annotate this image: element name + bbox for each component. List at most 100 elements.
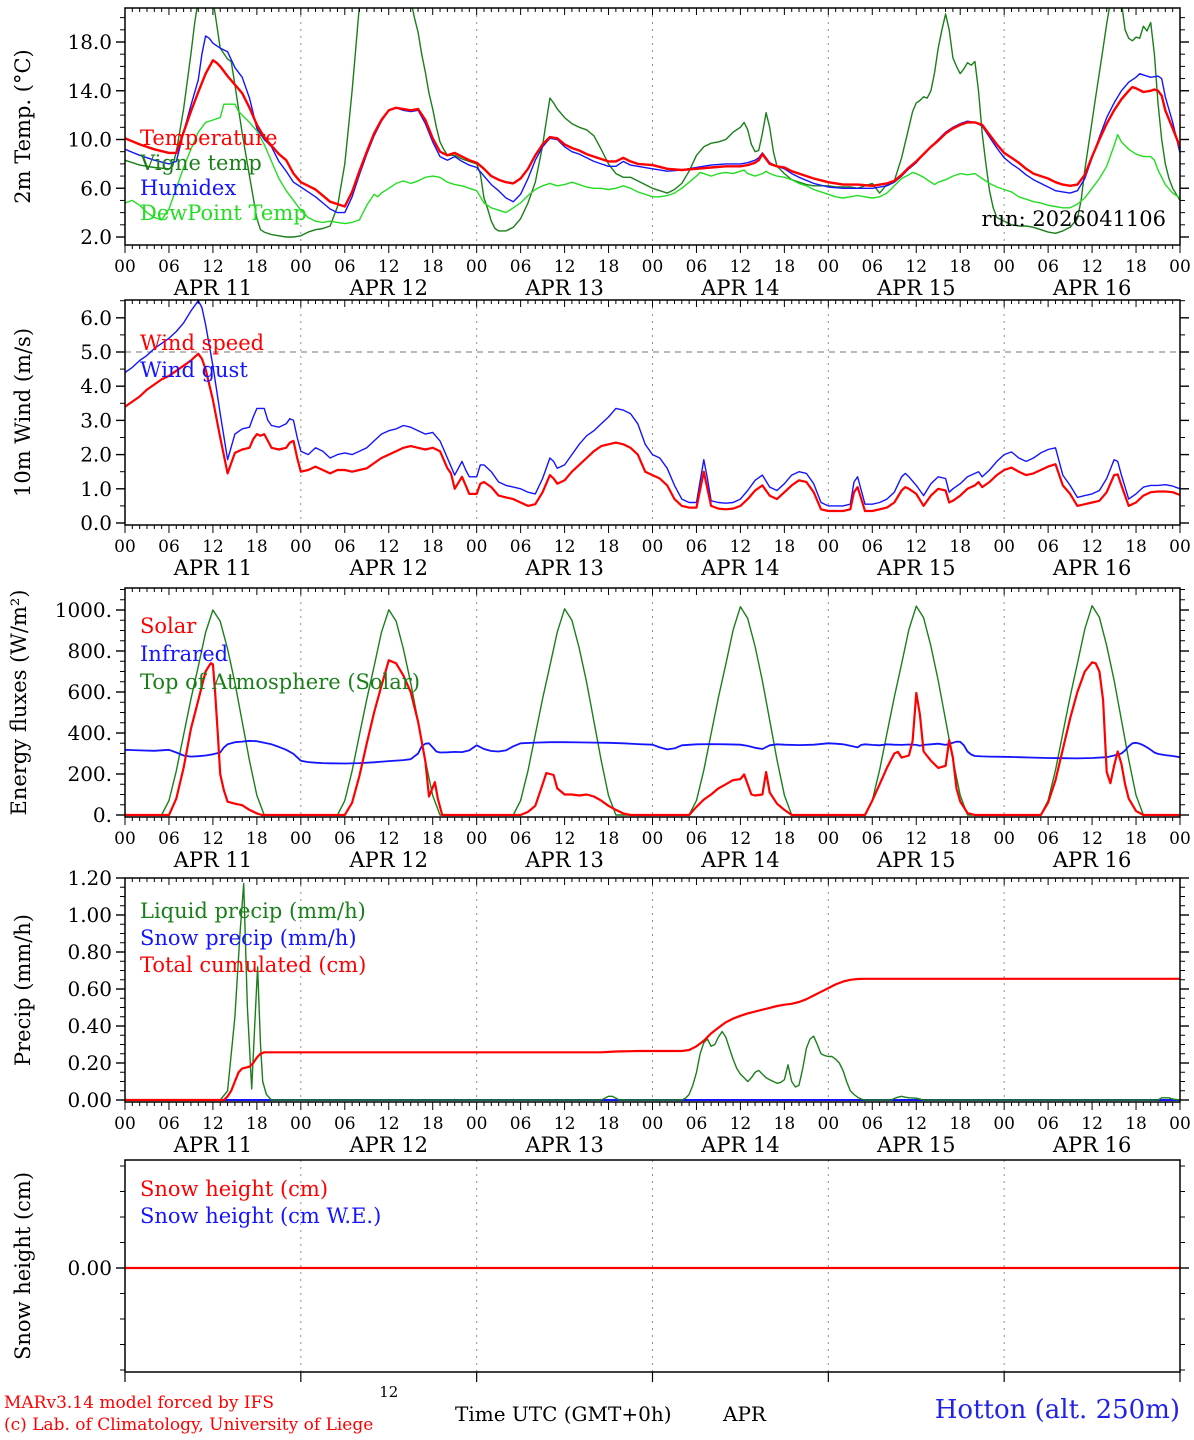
y-tick-label: 600. — [67, 680, 112, 704]
hour-tick-label: 18 — [774, 1114, 796, 1134]
day-label: APR 14 — [700, 556, 780, 580]
month-caption: APR — [723, 1402, 766, 1426]
hour-tick-label: 00 — [1169, 829, 1191, 849]
day-label: APR 16 — [1052, 1133, 1132, 1157]
hour-tick-label: 18 — [1125, 537, 1147, 557]
time-axis-caption: Time UTC (GMT+0h) — [455, 1402, 672, 1426]
hour-tick-label: 00 — [290, 829, 312, 849]
snow-axis-noon-label: 12 — [379, 1383, 398, 1401]
y-tick-label: 1000. — [55, 598, 112, 622]
y-tick-label: 4.0 — [80, 374, 112, 398]
hour-tick-label: 18 — [422, 829, 444, 849]
legend-liquid-precip-mm-h-: Liquid precip (mm/h) — [140, 899, 366, 923]
hour-tick-label: 00 — [114, 1114, 136, 1134]
hour-tick-label: 00 — [466, 1114, 488, 1134]
wind-panel: 6.05.04.03.02.01.00.000 06 12 18 00 06 12 18 00 0… — [11, 299, 1191, 580]
solar-series — [125, 659, 1180, 817]
hour-tick-label: 18 — [949, 257, 971, 277]
hour-tick-label: 18 — [1125, 1114, 1147, 1134]
day-label: APR 14 — [700, 848, 780, 872]
hour-tick-label: 18 — [1125, 829, 1147, 849]
hour-tick-label: 12 — [554, 537, 576, 557]
hour-tick-label: 06 — [334, 537, 356, 557]
hour-tick-label: 06 — [861, 829, 883, 849]
model-credit-line2: (c) Lab. of Climatology, University of L… — [4, 1415, 374, 1435]
hour-tick-label: 12 — [905, 537, 927, 557]
day-label: APR 16 — [1052, 556, 1132, 580]
hour-tick-label: 00 — [114, 829, 136, 849]
day-label: APR 11 — [173, 1133, 253, 1157]
hour-tick-label: 00 — [818, 1114, 840, 1134]
hour-tick-label: 12 — [378, 1114, 400, 1134]
hour-tick-label: 12 — [554, 1114, 576, 1134]
wind-axis-title: 10m Wind (m/s) — [11, 328, 35, 497]
hour-tick-label: 06 — [158, 1114, 180, 1134]
legend-snow-height-cm-: Snow height (cm) — [140, 1177, 328, 1201]
hour-tick-label: 00 — [290, 537, 312, 557]
y-tick-label: 0.00 — [67, 1256, 112, 1280]
hour-tick-label: 06 — [861, 537, 883, 557]
day-label: APR 16 — [1052, 848, 1132, 872]
hour-tick-label: 12 — [905, 257, 927, 277]
hour-tick-label: 00 — [290, 1114, 312, 1134]
day-label: APR 16 — [1052, 276, 1132, 300]
day-label: APR 15 — [876, 848, 956, 872]
hour-tick-label: 00 — [642, 537, 664, 557]
hour-tick-label: 12 — [202, 537, 224, 557]
total-cumulated-cm--series — [125, 977, 1180, 1102]
y-tick-label: 10.0 — [67, 128, 112, 152]
hour-tick-label: 00 — [466, 829, 488, 849]
hour-tick-label: 12 — [730, 257, 752, 277]
hour-tick-label: 12 — [378, 829, 400, 849]
precip-axis-title: Precip (mm/h) — [11, 914, 35, 1066]
y-tick-label: 200. — [67, 762, 112, 786]
day-label: APR 11 — [173, 276, 253, 300]
day-label: APR 14 — [700, 276, 780, 300]
hour-tick-label: 18 — [246, 1114, 268, 1134]
legend-snow-height-cm-w-e-: Snow height (cm W.E.) — [140, 1204, 381, 1228]
y-tick-label: 0.60 — [67, 977, 112, 1001]
hour-tick-label: 00 — [993, 829, 1015, 849]
wind-gust-series — [125, 300, 1180, 507]
hour-tick-label: 12 — [730, 1114, 752, 1134]
legend-vigne-temp: Vigne temp — [139, 151, 262, 175]
flux-axis-title: Energy fluxes (W/m²) — [7, 590, 31, 816]
hour-tick-label: 06 — [510, 829, 532, 849]
legend-total-cumulated-cm-: Total cumulated (cm) — [140, 953, 366, 977]
legend-snow-precip-mm-h-: Snow precip (mm/h) — [140, 926, 357, 950]
day-label: APR 12 — [348, 276, 428, 300]
hour-tick-label: 12 — [1081, 257, 1103, 277]
hour-tick-label: 18 — [422, 1114, 444, 1134]
day-label: APR 12 — [348, 1133, 428, 1157]
y-tick-label: 0. — [93, 803, 112, 827]
hour-tick-label: 12 — [730, 829, 752, 849]
liquid-precip-mm-h--series — [125, 882, 1180, 1101]
y-tick-label: 2.0 — [80, 443, 112, 467]
hour-tick-label: 12 — [202, 1114, 224, 1134]
hour-tick-label: 12 — [554, 257, 576, 277]
temp-axis-title: 2m Temp. (°C) — [11, 49, 35, 203]
legend-top-of-atmosphere-solar-: Top of Atmosphere (Solar) — [140, 670, 420, 694]
hour-tick-label: 12 — [1081, 537, 1103, 557]
hour-tick-label: 00 — [114, 257, 136, 277]
hour-tick-label: 00 — [466, 537, 488, 557]
wind-speed-series — [125, 352, 1180, 513]
y-tick-label: 14.0 — [67, 79, 112, 103]
hour-tick-label: 12 — [378, 257, 400, 277]
legend-wind-gust: Wind gust — [140, 358, 248, 382]
hour-tick-label: 18 — [1125, 257, 1147, 277]
hour-tick-label: 00 — [818, 257, 840, 277]
legend-dewpoint-temp: DewPoint Temp — [140, 201, 307, 225]
hour-tick-label: 06 — [686, 537, 708, 557]
hour-tick-label: 06 — [686, 257, 708, 277]
hour-tick-label: 06 — [510, 257, 532, 277]
day-label: APR 13 — [524, 556, 604, 580]
hour-tick-label: 00 — [290, 257, 312, 277]
hour-tick-label: 00 — [1169, 1114, 1191, 1134]
model-credit-line1: MARv3.14 model forced by IFS — [4, 1393, 275, 1413]
legend-wind-speed: Wind speed — [140, 331, 264, 355]
legend-solar: Solar — [140, 614, 197, 638]
hour-tick-label: 18 — [598, 1114, 620, 1134]
day-label: APR 12 — [348, 556, 428, 580]
